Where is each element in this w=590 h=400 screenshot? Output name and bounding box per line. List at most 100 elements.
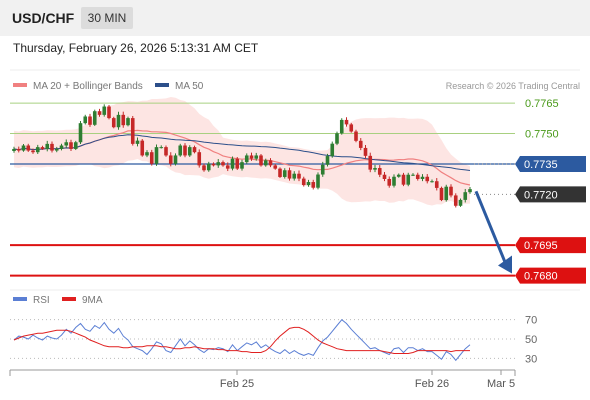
candle [368,152,373,173]
candle-body [135,140,140,144]
candle [145,150,149,158]
candle-body [330,143,335,157]
candle-body [254,155,259,159]
candle [401,172,406,187]
candle [282,168,287,179]
candle [468,186,472,194]
candle [149,149,154,166]
title-bar: USD/CHF 30 MIN [0,0,590,36]
candle-body [349,124,354,132]
candle [97,108,102,117]
candle [444,184,449,202]
candle-body [211,163,216,166]
candle [287,167,292,181]
candle [349,122,354,133]
credit-text: Research © 2026 Trading Central [446,81,580,91]
candle [83,114,88,125]
candle [439,186,444,202]
candle [40,145,45,151]
candle [320,161,325,177]
x-tick-label: Feb 26 [415,378,449,390]
candle [387,176,392,188]
candle [192,145,197,154]
candle-body [249,155,254,159]
candle-layer [12,104,472,208]
candle [301,176,306,187]
candle-body [164,147,168,156]
candle [453,193,458,208]
candle [35,144,40,154]
candle [392,174,396,188]
candle-body [420,176,425,179]
candle-body [344,119,349,125]
candle-body [192,147,197,153]
candle [344,117,349,127]
candle [59,143,64,151]
candle [183,143,187,158]
candle-body [116,114,121,128]
candle [111,116,116,129]
level-label-0.7735: 0.7735 [524,159,558,171]
candle [316,172,320,190]
candle [458,198,463,207]
candle [164,145,168,157]
level-label-0.7720: 0.7720 [524,189,558,201]
candle-body [202,165,206,171]
ma50-legend-label: MA 50 [175,81,204,92]
candle-body [387,178,392,186]
rsi-legend-swatch [13,297,27,301]
candle-body [73,142,78,149]
candle-body [449,186,453,196]
candle-body [16,148,21,151]
candle-body [244,155,249,163]
candle-body [12,148,16,151]
candle-body [411,174,415,176]
moving-average-layer [13,129,471,186]
candle-body [54,148,59,151]
candle [26,143,31,152]
level-tag-0.7720 [515,186,586,203]
symbol-label: USD/CHF [12,10,75,26]
candle [363,144,368,159]
candle-body [415,174,420,179]
candle [335,131,339,146]
candle [373,164,377,173]
candle [235,156,240,170]
candle [339,118,344,135]
candle-body [197,152,202,166]
candle-body [35,147,40,153]
candle-body [434,181,439,188]
level-label-0.7750: 0.7750 [525,129,559,141]
candle-body [401,174,406,185]
bollinger-band-layer [14,97,470,206]
candle-body [216,162,221,166]
bollinger-band [14,97,470,206]
candle [354,129,358,143]
candle [415,172,420,181]
candle-body [311,182,316,188]
candle [31,148,35,154]
candle-body [59,145,64,149]
candle [197,149,202,168]
ma20-legend-label: MA 20 + Bollinger Bands [33,81,143,92]
level-line-layer: 0.7765 0.7750 0.7735 0.7720 0.7695 0.7680 [10,98,586,284]
candle-body [430,181,434,183]
timeframe-button[interactable]: 30 MIN [81,7,133,29]
candle-body [145,152,149,156]
candle-body [78,123,83,143]
candle [78,120,83,145]
candle [64,139,69,148]
candle [273,163,278,170]
ma9-legend-label: 9MA [82,295,103,306]
candle [69,139,73,151]
candle-body [377,168,382,175]
level-tag-0.7695 [515,237,586,254]
candle-body [206,163,211,171]
candle-body [458,199,463,206]
candle-body [406,174,411,185]
candle-body [287,170,292,179]
candle-body [363,147,368,156]
candle-body [69,142,73,149]
rsi-level-label-70: 70 [525,315,537,327]
candle [297,170,301,182]
